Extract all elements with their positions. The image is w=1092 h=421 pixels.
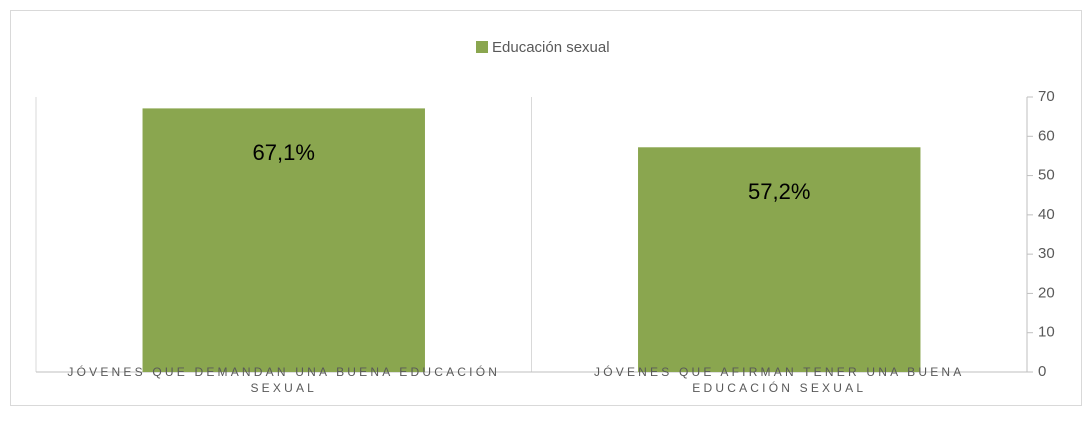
x-tick-label: JÓVENES QUE AFIRMAN TENER UNA BUENA EDUC… [594, 365, 965, 395]
data-label: 57,2% [748, 179, 810, 204]
y-tick-label: 10 [1038, 324, 1055, 341]
bar [638, 147, 921, 372]
y-tick-label: 0 [1038, 363, 1046, 380]
x-tick-label: JÓVENES QUE DEMANDAN UNA BUENA EDUCACIÓN… [67, 365, 501, 395]
y-tick-label: 40 [1038, 206, 1055, 223]
y-tick-label: 70 [1038, 88, 1055, 105]
y-tick-label: 30 [1038, 245, 1055, 262]
legend-label: Educación sexual [492, 39, 610, 56]
bar [142, 108, 425, 373]
y-tick-label: 60 [1038, 127, 1055, 144]
legend-swatch [476, 41, 488, 53]
y-tick-label: 50 [1038, 167, 1055, 184]
y-tick-label: 20 [1038, 284, 1055, 301]
data-label: 67,1% [253, 140, 315, 165]
